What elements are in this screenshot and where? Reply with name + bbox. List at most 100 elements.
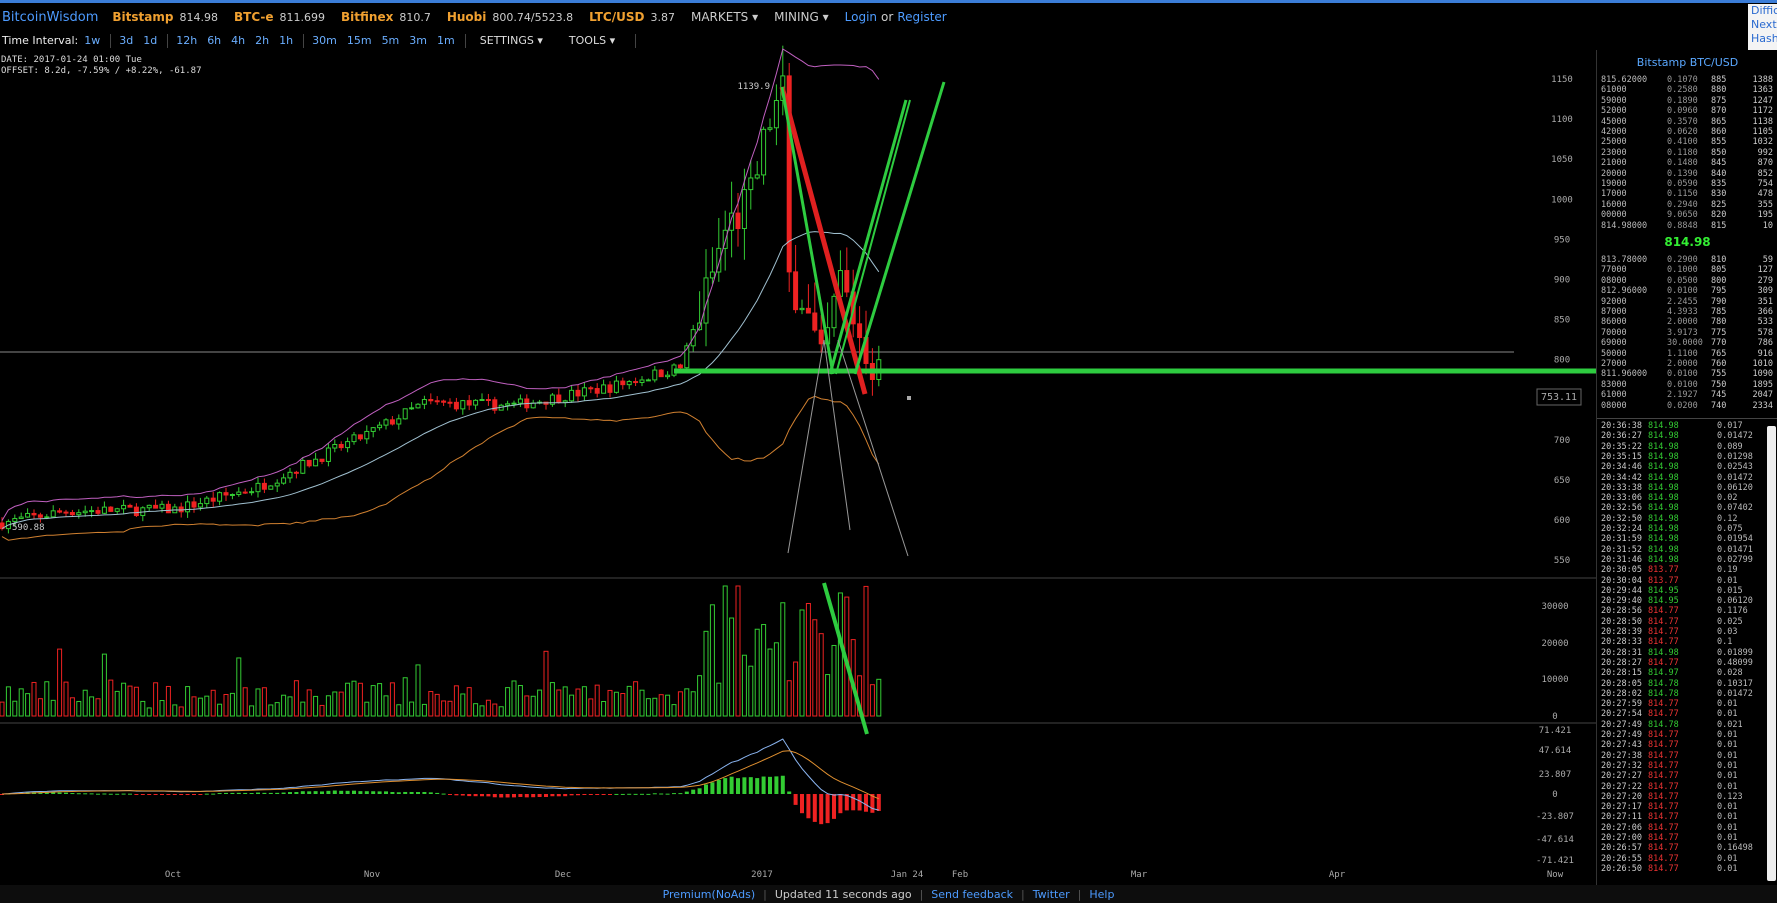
volume-bar — [223, 694, 229, 717]
side-link[interactable]: Hash — [1751, 32, 1777, 45]
book-total: 1388 — [1752, 75, 1773, 85]
macd-bar — [313, 791, 318, 794]
macd-bar — [454, 794, 459, 796]
volume-bar — [594, 684, 600, 717]
trade-amount: 0.01471 — [1717, 544, 1753, 555]
trade-amount: 0.02 — [1717, 493, 1738, 504]
trade-price: 814.98 — [1648, 451, 1679, 462]
interval[interactable]: 3m — [409, 34, 427, 47]
register-link[interactable]: Register — [897, 10, 947, 24]
side-link[interactable]: Next — [1751, 18, 1777, 31]
interval[interactable]: 5m — [381, 34, 400, 47]
ticker-exchange[interactable]: Huobi — [446, 10, 487, 24]
band-mid — [1, 231, 880, 530]
interval[interactable]: 2h — [255, 34, 270, 47]
candle-body — [613, 380, 619, 393]
book-total: 366 — [1757, 307, 1773, 317]
trade-amount: 0.123 — [1717, 791, 1743, 802]
candle-body — [389, 419, 395, 425]
candle-body — [767, 127, 773, 130]
interval[interactable]: 1d — [143, 34, 158, 47]
menu[interactable]: MINING ▾ — [774, 10, 829, 24]
interval[interactable]: 30m — [312, 34, 337, 47]
book-level: 865 — [1711, 116, 1727, 127]
book-price: 815.62000 — [1601, 75, 1648, 85]
macd-bar — [768, 776, 772, 794]
trade-price: 814.95 — [1648, 585, 1679, 596]
footer-link[interactable]: Twitter — [1032, 887, 1070, 901]
ticker-exchange[interactable]: LTC/USD — [589, 10, 645, 24]
book-amount: 0.0620 — [1667, 127, 1698, 137]
price-tick-label: 950 — [1554, 235, 1570, 245]
interval-label: Time Interval: — [2, 34, 79, 47]
trade-time: 20:27:06 — [1601, 822, 1642, 833]
ticker-exchange[interactable]: BTC-e — [233, 10, 274, 24]
footer-link[interactable]: Help — [1089, 887, 1115, 901]
trade-price: 814.98 — [1648, 544, 1679, 555]
macd-bar — [390, 791, 395, 794]
trade-time: 20:30:05 — [1601, 565, 1642, 576]
interval[interactable]: 1m — [437, 34, 455, 47]
book-total: 478 — [1757, 189, 1773, 200]
candle-body — [409, 407, 415, 410]
trade-amount: 0.07402 — [1717, 503, 1753, 514]
macd-bar — [499, 794, 504, 798]
volume-bar — [261, 687, 267, 717]
interval[interactable]: 12h — [176, 34, 198, 47]
menu[interactable]: MARKETS ▾ — [690, 10, 759, 24]
divider — [1597, 418, 1777, 419]
trade-amount: 0.01 — [1717, 730, 1738, 740]
candle-body — [396, 418, 402, 425]
ticker-exchange[interactable]: Bitstamp — [112, 10, 174, 24]
cursor-dot — [907, 396, 911, 400]
logo[interactable]: BitcoinWisdom — [2, 9, 99, 25]
trade-price: 814.77 — [1648, 740, 1679, 751]
book-price: 86000 — [1601, 317, 1627, 328]
settings-menu[interactable]: SETTINGS ▾ — [479, 34, 543, 47]
book-total: 1010 — [1752, 359, 1773, 369]
footer-link[interactable]: Send feedback — [931, 887, 1014, 901]
tools-menu[interactable]: TOOLS ▾ — [568, 34, 616, 47]
signal-line — [1, 750, 880, 800]
volume-bar — [12, 700, 18, 717]
interval[interactable]: 1w — [84, 34, 101, 47]
interval[interactable]: 15m — [346, 34, 372, 47]
book-price: 52000 — [1601, 106, 1627, 117]
candle-body — [754, 174, 760, 179]
candle-body — [741, 189, 747, 230]
candle-body — [729, 212, 735, 231]
macd-bar — [345, 790, 350, 794]
x-axis-label: Nov — [364, 870, 380, 880]
side-link[interactable]: Diffic — [1751, 4, 1777, 17]
book-price: 17000 — [1601, 189, 1627, 200]
candle-body — [716, 247, 722, 273]
x-axis-label: Mar — [1131, 870, 1148, 880]
volume-bar — [511, 680, 517, 717]
book-level: 845 — [1711, 158, 1727, 169]
volume-bar — [383, 695, 389, 717]
trade-price: 814.97 — [1648, 668, 1679, 679]
book-level: 795 — [1711, 286, 1727, 297]
book-price: 69000 — [1601, 338, 1627, 349]
macd-bar — [819, 794, 824, 825]
trade-price: 814.98 — [1648, 513, 1679, 524]
book-total: 127 — [1757, 265, 1773, 276]
trade-time: 20:33:38 — [1601, 482, 1642, 493]
x-axis-label: 2017 — [751, 870, 773, 880]
candle-body — [12, 518, 18, 522]
macd-bar — [736, 778, 740, 794]
footer-link[interactable]: Premium(NoAds) — [662, 887, 756, 901]
volume-bar — [863, 585, 869, 717]
interval[interactable]: 4h — [231, 34, 246, 47]
interval[interactable]: 3d — [119, 34, 134, 47]
interval[interactable]: 6h — [207, 34, 222, 47]
login-link[interactable]: Login — [844, 10, 878, 24]
trade-amount: 0.01472 — [1717, 688, 1753, 699]
ticker-exchange[interactable]: Bitfinex — [341, 10, 394, 24]
trade-price: 813.77 — [1648, 575, 1679, 586]
candle-body — [569, 389, 575, 402]
volume-bar — [671, 704, 677, 717]
candle-body — [735, 212, 741, 230]
interval[interactable]: 1h — [279, 34, 294, 47]
volume-bar — [242, 687, 248, 717]
